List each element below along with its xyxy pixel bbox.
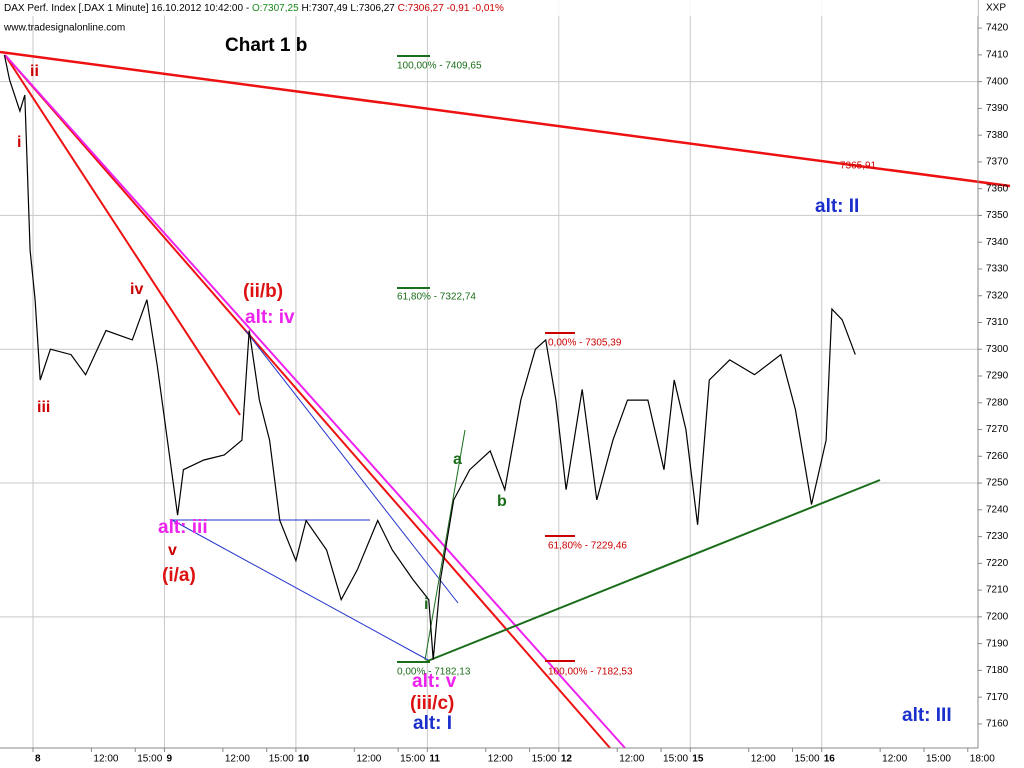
fib-label: 7365,91 bbox=[840, 161, 877, 172]
x-tick-label: 9 bbox=[166, 754, 172, 765]
x-tick-label: 12:00 bbox=[751, 754, 776, 765]
x-tick-label: 15:00 bbox=[926, 754, 951, 765]
y-tick-label: 7390 bbox=[986, 103, 1009, 114]
y-tick-label: 7330 bbox=[986, 264, 1009, 275]
x-tick-label: 11 bbox=[429, 754, 440, 765]
fib-label: 61,80% - 7322,74 bbox=[397, 292, 476, 303]
header-close: C:7306,27 -0,91 -0,01% bbox=[398, 3, 504, 14]
x-tick-label: 15:00 bbox=[532, 754, 557, 765]
y-tick-label: 7400 bbox=[986, 76, 1009, 87]
fib-label: 0,00% - 7182,13 bbox=[397, 667, 471, 678]
y-tick-label: 7240 bbox=[986, 504, 1009, 515]
y-tick-label: 7300 bbox=[986, 344, 1009, 355]
wave-label: (iii/c) bbox=[410, 693, 454, 714]
x-tick-label: 15:00 bbox=[137, 754, 162, 765]
wave-label: ii bbox=[30, 63, 39, 80]
x-tick-label: 15:00 bbox=[663, 754, 688, 765]
wave-label: alt: iv bbox=[245, 307, 295, 328]
y-tick-label: 7360 bbox=[986, 183, 1009, 194]
watermark: www.tradesignalonline.com bbox=[3, 23, 125, 34]
y-tick-label: 7180 bbox=[986, 665, 1009, 676]
y-tick-label: 7340 bbox=[986, 237, 1009, 248]
x-tick-label: 15:00 bbox=[400, 754, 425, 765]
x-tick-label: 10 bbox=[298, 754, 310, 765]
y-tick-label: 7350 bbox=[986, 210, 1009, 221]
x-tick-label: 15:00 bbox=[269, 754, 294, 765]
x-tick-label: 15:00 bbox=[795, 754, 820, 765]
x-tick-label: 18:00 bbox=[970, 754, 995, 765]
x-tick-label: 8 bbox=[35, 754, 41, 765]
wave-label: alt: III bbox=[902, 705, 952, 726]
y-tick-label: 7420 bbox=[986, 23, 1009, 34]
y-tick-label: 7170 bbox=[986, 692, 1009, 703]
x-tick-label: 12:00 bbox=[225, 754, 250, 765]
wave-label: (ii/b) bbox=[243, 281, 283, 302]
wave-label: alt: iii bbox=[158, 517, 208, 538]
axis-code: XXP bbox=[986, 3, 1006, 14]
wave-label: b bbox=[497, 493, 507, 510]
x-tick-label: 12:00 bbox=[882, 754, 907, 765]
wave-label: alt: I bbox=[413, 713, 452, 734]
wave-label: a bbox=[453, 451, 462, 468]
fib-label: 61,80% - 7229,46 bbox=[548, 541, 627, 552]
y-tick-label: 7410 bbox=[986, 50, 1009, 61]
y-tick-label: 7220 bbox=[986, 558, 1009, 569]
price-line bbox=[3, 54, 856, 660]
header-low: L:7306,27 bbox=[350, 3, 395, 14]
x-tick-label: 15 bbox=[692, 754, 704, 765]
wave-label: alt: II bbox=[815, 196, 859, 217]
x-tick-label: 12:00 bbox=[488, 754, 513, 765]
y-tick-label: 7280 bbox=[986, 397, 1009, 408]
x-tick-label: 12 bbox=[561, 754, 573, 765]
y-tick-label: 7190 bbox=[986, 638, 1009, 649]
x-tick-label: 12:00 bbox=[356, 754, 381, 765]
wave-label: (i/a) bbox=[162, 565, 196, 586]
x-tick-label: 12:00 bbox=[619, 754, 644, 765]
x-tick-label: 12:00 bbox=[93, 754, 118, 765]
wave-label: alt: v bbox=[412, 671, 457, 692]
fib-label: 0,00% - 7305,39 bbox=[548, 338, 622, 349]
y-tick-label: 7230 bbox=[986, 531, 1009, 542]
wave-label: iv bbox=[130, 281, 143, 298]
wave-label: i bbox=[424, 596, 428, 613]
y-tick-label: 7260 bbox=[986, 451, 1009, 462]
header-high: H:7307,49 bbox=[301, 3, 348, 14]
y-tick-label: 7160 bbox=[986, 719, 1009, 730]
y-tick-label: 7290 bbox=[986, 371, 1009, 382]
trend-lines bbox=[0, 50, 1011, 749]
y-tick-label: 7380 bbox=[986, 130, 1009, 141]
y-tick-label: 7210 bbox=[986, 585, 1009, 596]
header-open: O:7307,25 bbox=[252, 3, 299, 14]
wave-label: iii bbox=[37, 399, 50, 416]
wave-label: i bbox=[17, 134, 21, 151]
header-title: DAX Perf. Index [.DAX 1 Minute] 16.10.20… bbox=[4, 3, 249, 14]
x-tick-label: 16 bbox=[824, 754, 836, 765]
chart-label: Chart 1 b bbox=[225, 35, 307, 56]
y-tick-label: 7320 bbox=[986, 290, 1009, 301]
y-tick-label: 7270 bbox=[986, 424, 1009, 435]
y-tick-label: 7370 bbox=[986, 157, 1009, 168]
header-title: DAX Perf. Index [.DAX 1 Minute] 16.10.20… bbox=[4, 3, 504, 14]
y-tick-label: 7250 bbox=[986, 478, 1009, 489]
fib-label: 100,00% - 7409,65 bbox=[397, 61, 482, 72]
wave-label: v bbox=[168, 542, 177, 559]
fib-label: 100,00% - 7182,53 bbox=[548, 667, 633, 678]
y-tick-label: 7200 bbox=[986, 612, 1009, 623]
y-tick-label: 7310 bbox=[986, 317, 1009, 328]
header-bg bbox=[0, 0, 978, 16]
